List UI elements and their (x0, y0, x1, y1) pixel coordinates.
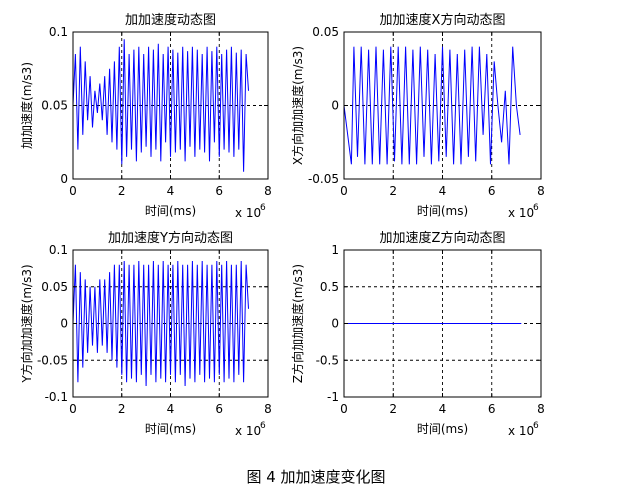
x-tick-label: 8 (537, 402, 545, 416)
x-tick-label: 8 (264, 402, 272, 416)
y-tick-label: 0.05 (312, 25, 339, 39)
y-axis-label: 加加速度(m/s3) (19, 62, 34, 149)
x-tick-label: 4 (439, 402, 447, 416)
x-tick-label: 2 (389, 402, 397, 416)
x-tick-label: 2 (389, 184, 397, 198)
chart-title: 加加速度动态图 (125, 12, 216, 28)
x-tick-label: 2 (118, 402, 126, 416)
y-tick-label: 0 (331, 99, 339, 113)
data-series-line (72, 260, 249, 387)
x-axis-label: 时间(ms) (417, 204, 468, 218)
x-tick-label: 6 (488, 402, 496, 416)
chart-title: 加加速度Z方向动态图 (380, 230, 506, 246)
x-axis-label: 时间(ms) (145, 422, 196, 436)
y-tick-label: -0.05 (37, 353, 68, 367)
y-tick-label: 0 (331, 317, 339, 331)
y-tick-label: 1 (331, 243, 339, 257)
data-series-line (343, 46, 521, 165)
figure-caption: 图 4 加加速度变化图 (246, 468, 386, 486)
x-axis-label: 时间(ms) (417, 422, 468, 436)
x-tick-label: 6 (215, 402, 223, 416)
y-tick-label: -1 (327, 390, 339, 404)
y-tick-label: 0 (60, 317, 68, 331)
data-series-line (72, 39, 249, 172)
x-tick-label: 4 (439, 184, 447, 198)
x-tick-label: 4 (167, 184, 175, 198)
y-tick-label: 0.1 (49, 25, 68, 39)
y-tick-label: -0.05 (308, 172, 339, 186)
chart-title: 加加速度Y方向动态图 (108, 230, 233, 246)
x-exponent-label: x 10 (508, 206, 534, 220)
y-tick-label: 0.05 (41, 280, 68, 294)
chart-title: 加加速度X方向动态图 (380, 12, 506, 28)
x-axis-label: 时间(ms) (145, 204, 196, 218)
x-tick-label: 0 (340, 184, 348, 198)
x-exponent-label: x 10 (508, 424, 534, 438)
x-tick-label: 0 (69, 402, 77, 416)
x-tick-label: 0 (340, 402, 348, 416)
x-exponent-power: 6 (533, 421, 539, 431)
y-tick-label: -0.1 (45, 390, 68, 404)
y-tick-label: -0.5 (316, 353, 339, 367)
x-tick-label: 0 (69, 184, 77, 198)
x-tick-label: 8 (264, 184, 272, 198)
y-axis-label: Z方向加加速度(m/s3) (290, 264, 305, 383)
x-tick-label: 2 (118, 184, 126, 198)
y-tick-label: 0.05 (41, 99, 68, 113)
x-exponent-label: x 10 (235, 424, 261, 438)
y-tick-label: 0.1 (49, 243, 68, 257)
x-exponent-power: 6 (533, 203, 539, 213)
x-exponent-power: 6 (260, 421, 266, 431)
y-axis-label: X方向加加速度(m/s3) (290, 46, 305, 165)
x-exponent-label: x 10 (235, 206, 261, 220)
y-tick-label: 0.5 (320, 280, 339, 294)
x-tick-label: 4 (167, 402, 175, 416)
y-axis-label: Y方向加加速度(m/s3) (19, 264, 34, 383)
y-tick-label: 0 (60, 172, 68, 186)
chart-panel-2: 0 2 4 6 8-0.0500.05加加速度X方向动态图时间(ms)X方向加加速度(m… (290, 12, 545, 220)
x-tick-label: 6 (488, 184, 496, 198)
x-tick-label: 8 (537, 184, 545, 198)
x-exponent-power: 6 (260, 203, 266, 213)
x-tick-label: 6 (215, 184, 223, 198)
